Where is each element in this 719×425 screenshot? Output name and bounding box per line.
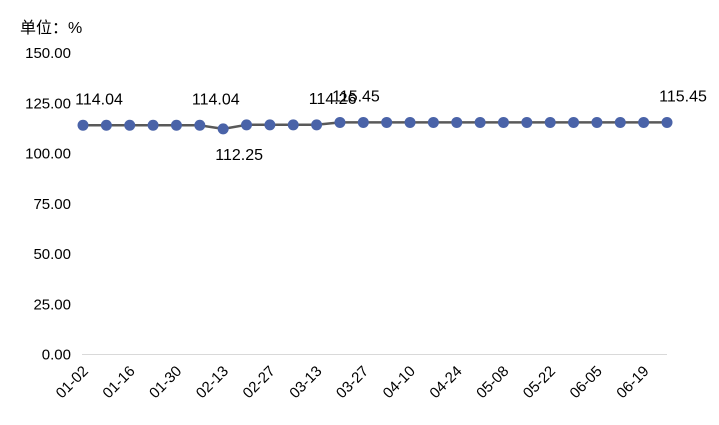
data-point bbox=[311, 119, 323, 131]
data-point bbox=[217, 123, 229, 135]
data-point bbox=[241, 119, 253, 131]
data-point bbox=[334, 116, 346, 128]
data-label: 115.45 bbox=[659, 88, 707, 105]
y-tick-label: 25.00 bbox=[33, 296, 71, 313]
data-point bbox=[661, 116, 673, 128]
data-point bbox=[568, 116, 580, 128]
data-label: 114.26 bbox=[309, 91, 357, 108]
data-point bbox=[100, 119, 112, 131]
x-tick-label: 03-13 bbox=[286, 363, 325, 402]
data-label: 114.04 bbox=[192, 91, 240, 108]
y-tick-label: 100.00 bbox=[25, 146, 71, 163]
data-point bbox=[194, 119, 206, 131]
x-tick-label: 05-08 bbox=[473, 363, 512, 402]
data-point bbox=[474, 116, 486, 128]
data-point bbox=[497, 116, 509, 128]
data-point bbox=[544, 116, 556, 128]
x-tick-label: 01-30 bbox=[146, 363, 185, 402]
x-tick-label: 01-16 bbox=[99, 363, 138, 402]
x-tick-label: 01-02 bbox=[53, 363, 92, 402]
data-point bbox=[124, 119, 136, 131]
x-tick-label: 02-27 bbox=[240, 363, 279, 402]
data-point bbox=[147, 119, 159, 131]
data-point bbox=[638, 116, 650, 128]
x-tick-label: 06-19 bbox=[613, 363, 652, 402]
unit-label: 单位：% bbox=[20, 20, 83, 37]
data-label: 115.45 bbox=[332, 88, 380, 105]
data-point bbox=[404, 116, 416, 128]
x-tick-label: 05-22 bbox=[520, 363, 559, 402]
x-tick-label: 03-27 bbox=[333, 363, 372, 402]
y-tick-label: 50.00 bbox=[33, 246, 71, 263]
data-point bbox=[521, 116, 533, 128]
data-point bbox=[614, 116, 626, 128]
data-point bbox=[264, 119, 276, 131]
x-tick-label: 04-24 bbox=[426, 363, 465, 402]
y-tick-label: 75.00 bbox=[33, 196, 71, 213]
x-tick-label: 04-10 bbox=[380, 363, 419, 402]
y-tick-label: 0.00 bbox=[42, 347, 71, 364]
y-tick-label: 150.00 bbox=[25, 45, 71, 62]
data-label: 114.04 bbox=[75, 91, 123, 108]
x-tick-label: 06-05 bbox=[567, 363, 606, 402]
series-line bbox=[83, 121, 667, 131]
data-point bbox=[451, 116, 463, 128]
data-point bbox=[427, 116, 439, 128]
data-point bbox=[381, 116, 393, 128]
data-point bbox=[287, 119, 299, 131]
data-label: 112.25 bbox=[215, 147, 263, 164]
data-point bbox=[170, 119, 182, 131]
data-point bbox=[77, 119, 89, 131]
data-point bbox=[357, 116, 369, 128]
x-tick-label: 02-13 bbox=[193, 363, 232, 402]
y-tick-label: 125.00 bbox=[25, 95, 71, 112]
data-point bbox=[591, 116, 603, 128]
